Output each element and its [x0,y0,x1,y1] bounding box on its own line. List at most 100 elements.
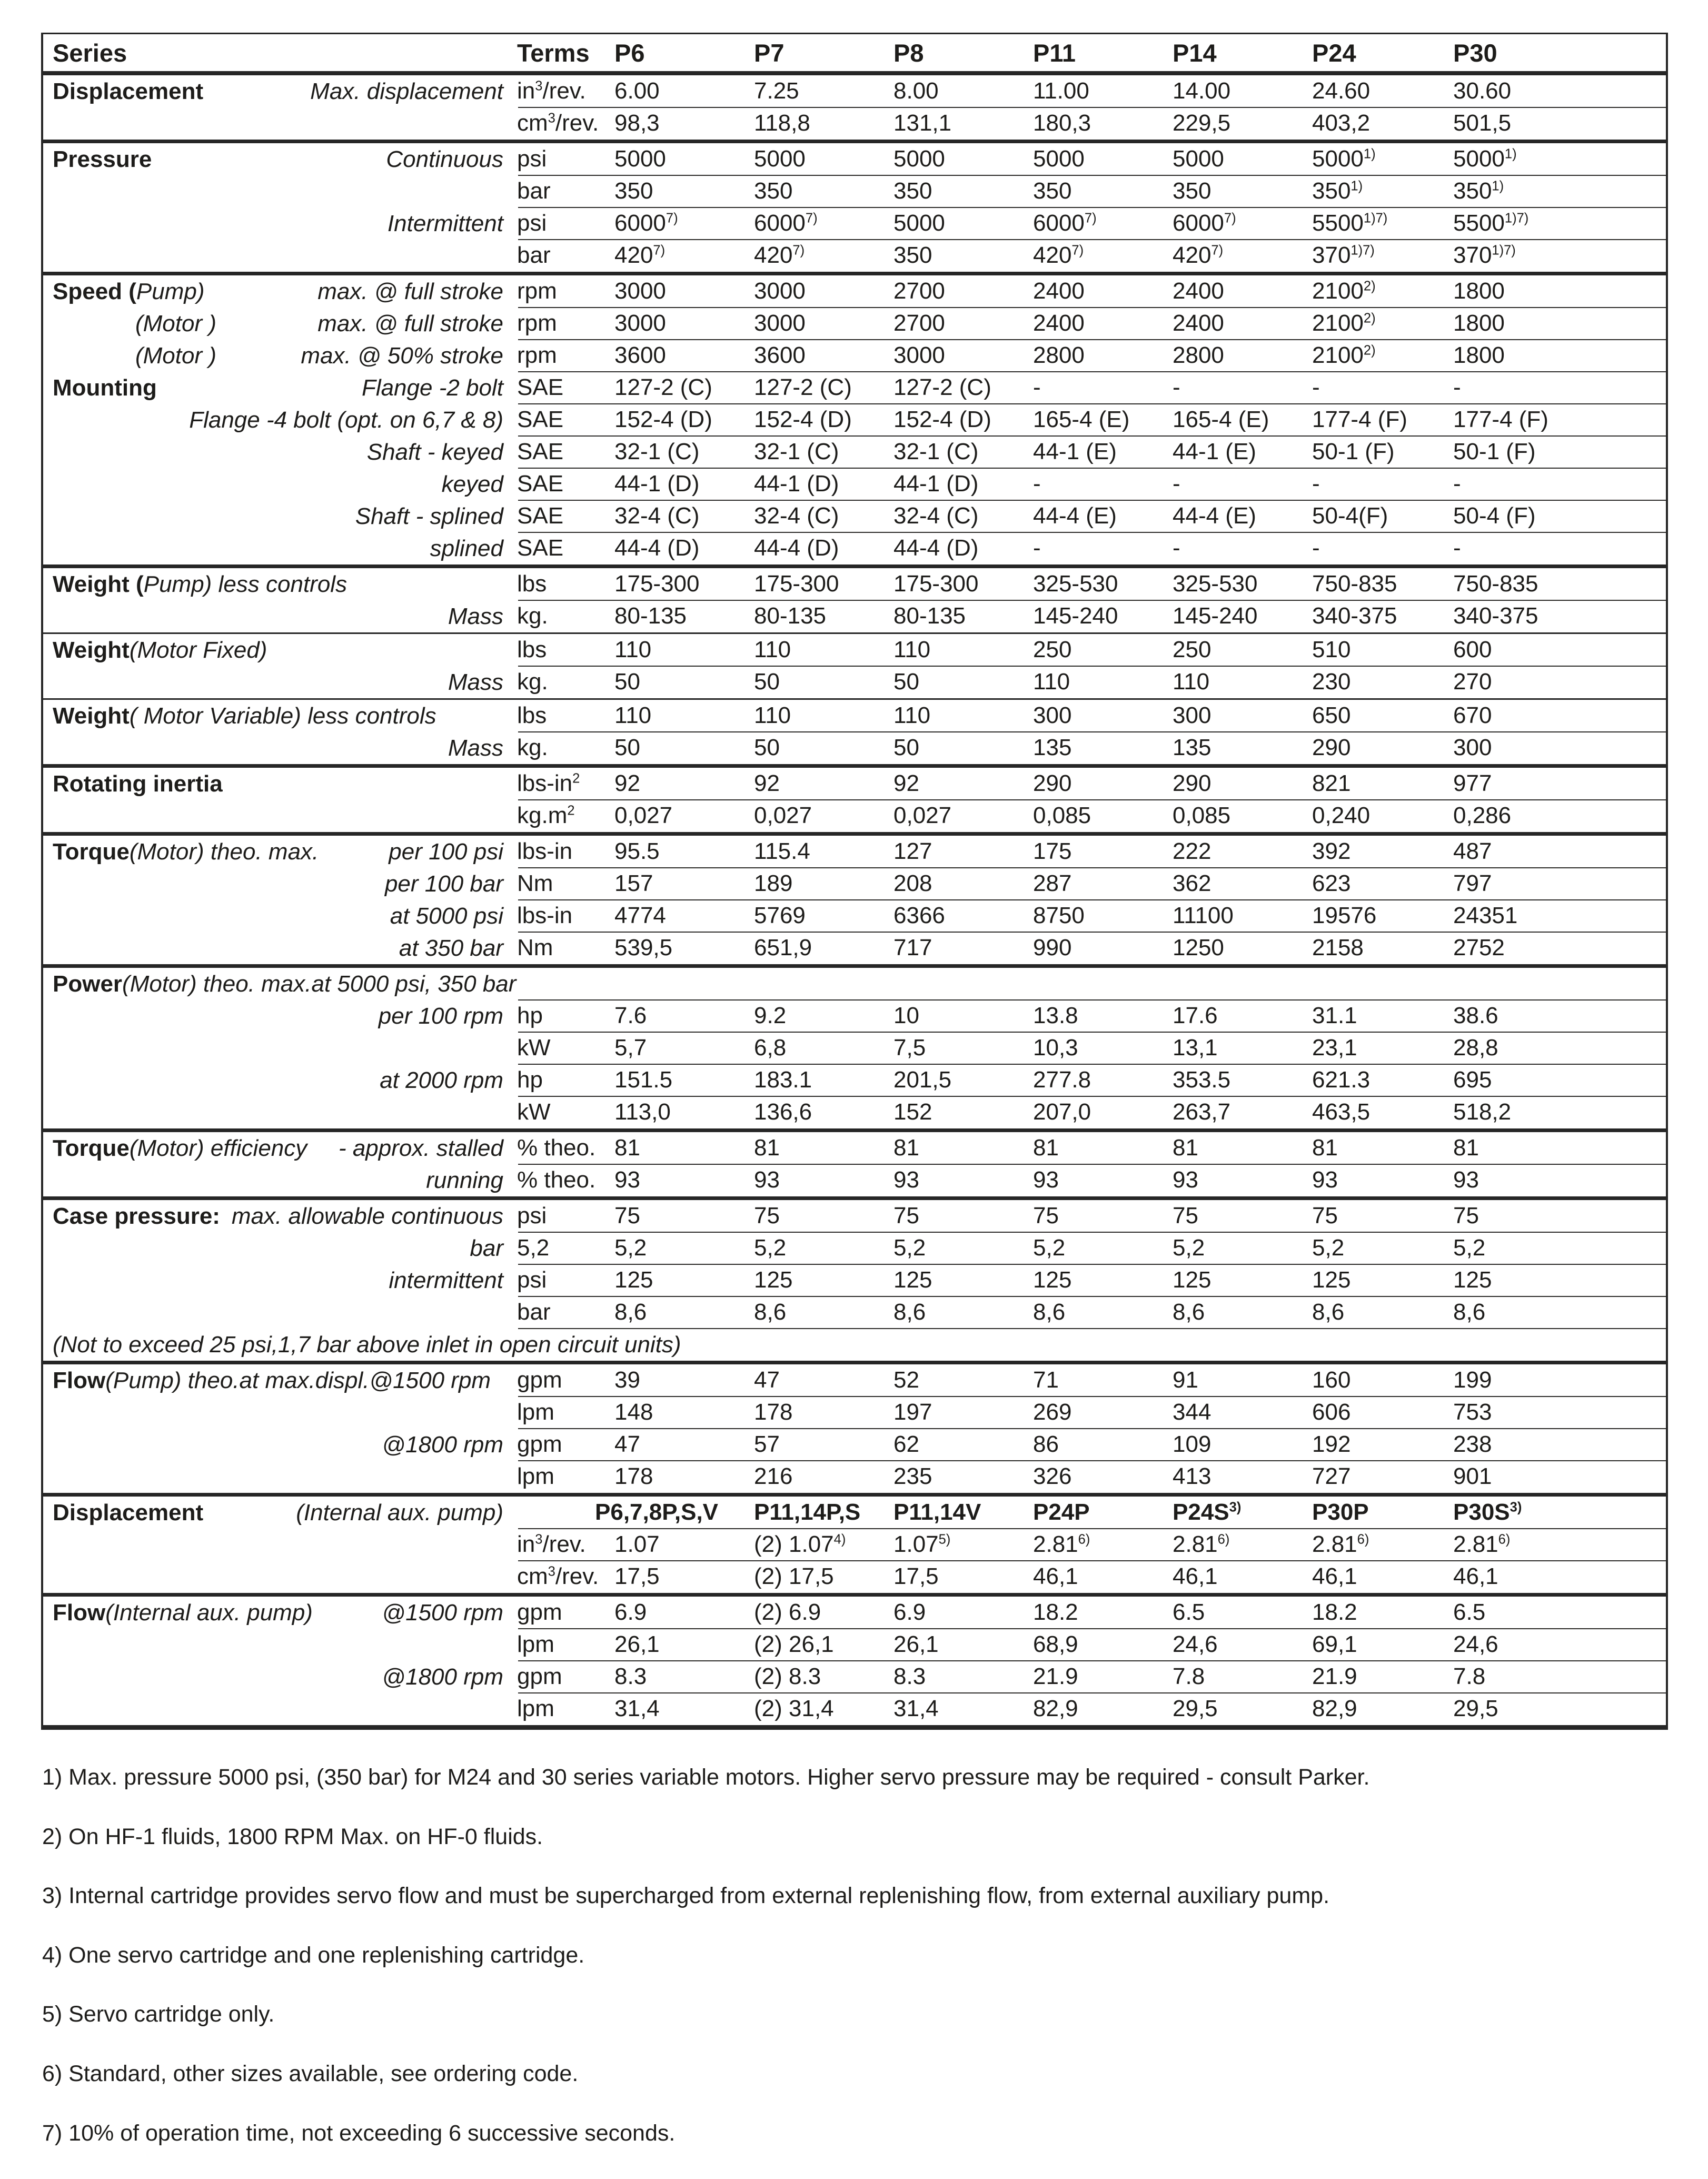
value-cell-p14: 413 [1173,1463,1212,1490]
value-cell-p30: 7.8 [1453,1663,1486,1690]
value-cell-p6: 8,6 [614,1299,647,1325]
value-cell-p7: 50 [754,735,780,761]
value-cell-p24: 19576 [1312,903,1377,929]
value-cell-p30: 8,6 [1453,1299,1486,1325]
table-row: Mounting Flange -2 bolt SAE 127-2 (C) 127-2 … [43,372,1666,404]
value-cell-p11: 4207) [1033,242,1084,269]
value-cell-p6: 148 [614,1399,653,1425]
row-label: Mass [43,669,517,696]
value-cell-p8: 81 [893,1135,919,1161]
value-cell-p11: 2800 [1033,342,1085,369]
row-label: Mass [43,603,517,630]
value-cell-p30: 46,1 [1453,1563,1498,1590]
value-cell-p24: 340-375 [1312,603,1397,629]
row-label: Case pressure: max. allowable continuous [43,1203,517,1230]
value-cell-p24: 50-4(F) [1312,503,1388,529]
table-section: Rotating inertia lbs-in2 92 92 92 290 290 821 97… [43,764,1666,832]
value-cell-p7: (2) 1.074) [754,1531,846,1558]
table-row: per 100 rpm hp 7.6 9.2 10 13.8 17.6 31.1 38.6 [43,1000,1666,1033]
row-label-main: Torque (Motor) theo. max. [53,839,319,865]
value-cell-p14: 2.816) [1173,1531,1230,1558]
value-cell-p8: 17,5 [893,1563,939,1590]
row-label-main: Mounting [53,375,157,401]
value-cell-p8: 5000 [893,210,945,236]
table-row: lpm 148 178 197 269 344 606 753 [43,1396,1666,1429]
table-row: (Motor ) max. @ 50% stroke rpm 3600 3600 3000… [43,340,1666,372]
footnote: 1) Max. pressure 5000 psi, (350 bar) for… [42,1765,1370,1790]
column-header-p30: P30 [1453,38,1497,67]
table-row: splined SAE 44-4 (D) 44-4 (D) 44-4 (D) - - - - [43,532,1666,564]
value-cell-p11: 2.816) [1033,1531,1090,1558]
value-cell-p24: 606 [1312,1399,1351,1425]
value-cell-p8: 31,4 [893,1696,939,1722]
value-cell-p24: 3701)7) [1312,242,1375,269]
row-label-bold: Displacement [53,78,204,104]
value-cell-p30: 300 [1453,735,1492,761]
value-cell-p7: 6,8 [754,1035,787,1061]
row-sublabel: per 100 psi [389,838,503,865]
table-section: Displacement (Internal aux. pump) P6,7,8P,… [43,1493,1666,1593]
value-cell-p24: 46,1 [1312,1563,1357,1590]
table-row: kW 113,0 136,6 152 207,0 263,7 463,5 518,2 [43,1096,1666,1128]
value-cell-p14: 91 [1173,1367,1198,1393]
value-cell-p24: - [1312,535,1320,561]
value-cell-p8: 717 [893,935,932,961]
row-sublabel: Mass [448,735,503,761]
value-cell-p14: 110 [1173,669,1210,695]
row-label: Mass [43,735,517,761]
footnote: 6) Standard, other sizes available, see … [42,2061,579,2086]
row-sublabel: max. allowable continuous [231,1203,503,1229]
value-cell-p24: 81 [1312,1135,1338,1161]
value-cell-p7: (2) 26,1 [754,1631,834,1658]
value-cell-p11: 277.8 [1033,1067,1091,1093]
value-cell-p14: 75 [1173,1203,1198,1229]
value-cell-p6: 127-2 (C) [614,374,712,401]
value-cell-p8: 235 [893,1463,932,1490]
value-cell-p14: 300 [1173,702,1212,729]
value-cell-p14: 7.8 [1173,1663,1205,1690]
table-section: Weight (Motor Fixed) lbs 110 110 110 250 250 51… [43,632,1666,698]
value-cell-p24: 160 [1312,1367,1351,1393]
table-section: Torque (Motor) efficiency - approx. stall… [43,1128,1666,1196]
value-cell-p14: 6.5 [1173,1599,1205,1626]
value-cell-p11: 175 [1033,838,1072,865]
row-label: bar [43,1235,517,1262]
row-label-bold: Pressure [53,146,152,172]
value-cell-p24: 3501) [1312,178,1363,204]
value-cell-p11: 110 [1033,669,1070,695]
table-row: bar 4207) 4207) 350 4207) 4207) 3701)7) 3701)7) [43,240,1666,272]
value-cell-p24: 18.2 [1312,1599,1357,1626]
table-row: Weight ( Motor Variable) less controls lb… [43,700,1666,732]
value-cell-p7: 5769 [754,903,806,929]
value-cell-p11: - [1033,471,1041,497]
value-cell-p6: 98,3 [614,110,660,136]
value-cell-p8: 6366 [893,903,945,929]
table-row: @1800 rpm gpm 47 57 62 86 109 192 238 [43,1429,1666,1461]
row-label-main: Case pressure: [53,1203,220,1230]
value-cell-p14: - [1173,374,1180,401]
row-label: per 100 bar [43,871,517,897]
row-label: (Motor ) max. @ full stroke [43,311,517,337]
value-cell-p8: 127 [893,838,932,865]
terms-cell: rpm [517,310,557,336]
row-label: Torque (Motor) theo. max. per 100 psi [43,839,517,865]
value-cell-p8: 50 [893,735,919,761]
value-cell-p30: 6.5 [1453,1599,1486,1626]
value-cell-p30: 75 [1453,1203,1479,1229]
value-cell-p11: 8,6 [1033,1299,1066,1325]
row-sublabel: Continuous [386,146,503,172]
table-section: Power (Motor) theo. max.at 5000 psi, 350… [43,964,1666,1128]
value-cell-p14: 17.6 [1173,1003,1218,1029]
value-cell-p24: 50-1 (F) [1312,439,1395,465]
terms-cell: in3/rev. [517,78,586,104]
row-sublabel: Intermittent [387,210,503,236]
value-cell-p8: 10 [893,1003,919,1029]
value-cell-p30: 50001) [1453,146,1517,172]
value-cell-p30: 28,8 [1453,1035,1498,1061]
value-cell-p6: 4207) [614,242,666,269]
value-cell-p6: 5000 [614,146,666,172]
value-cell-p24: 75 [1312,1203,1338,1229]
value-cell-p30: 1800 [1453,310,1505,336]
value-cell-p14: 1250 [1173,935,1224,961]
value-cell-p7: 118,8 [754,110,810,136]
